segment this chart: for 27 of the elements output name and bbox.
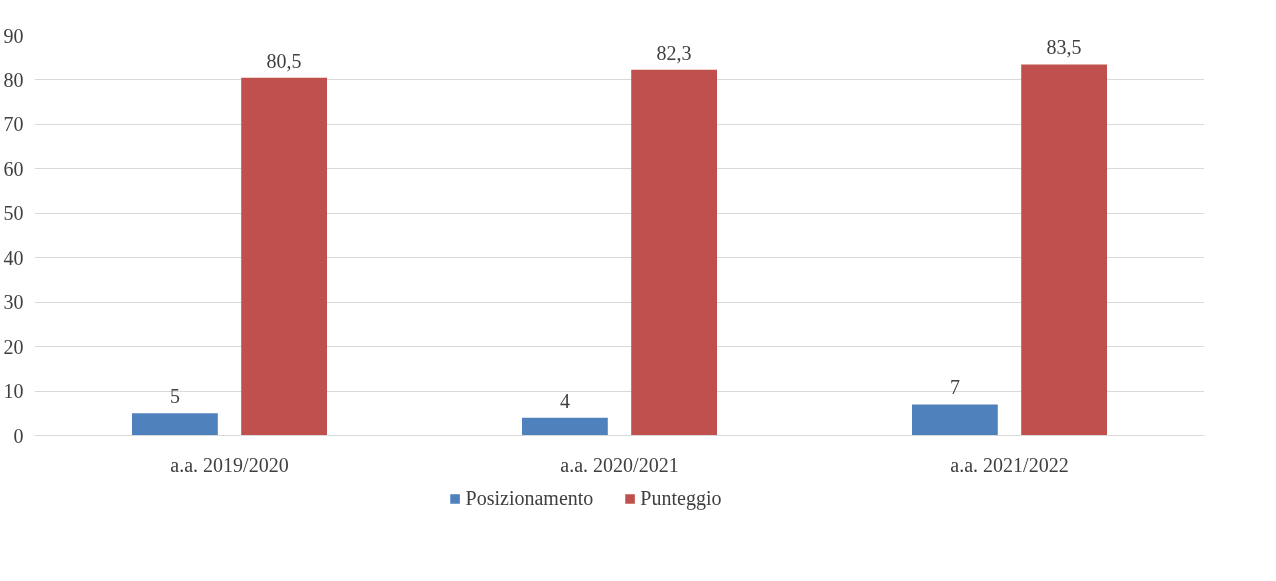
- x-tick-label: a.a. 2019/2020: [170, 453, 289, 476]
- y-tick-label: 60: [3, 157, 24, 180]
- x-tick-label: a.a. 2020/2021: [560, 453, 679, 476]
- data-label: 7: [949, 376, 960, 399]
- y-tick-label: 0: [13, 424, 24, 447]
- data-label: 83,5: [1046, 36, 1082, 59]
- bar: [631, 69, 717, 436]
- y-tick-label: 30: [3, 291, 24, 314]
- data-label: 5: [169, 385, 180, 408]
- data-label: 80,5: [266, 49, 302, 72]
- bar: [522, 417, 608, 436]
- legend-label: Punteggio: [640, 486, 722, 510]
- bar: [132, 413, 218, 436]
- x-tick-label: a.a. 2021/2022: [950, 453, 1069, 476]
- bar: [241, 77, 327, 436]
- y-tick-label: 70: [3, 113, 24, 136]
- y-tick-label: 80: [3, 68, 24, 91]
- legend-label: Posizionamento: [465, 486, 594, 510]
- bar: [912, 404, 998, 436]
- y-tick-label: 90: [3, 24, 24, 47]
- y-tick-label: 40: [3, 246, 24, 269]
- data-label: 4: [559, 389, 570, 412]
- y-tick-label: 10: [3, 380, 24, 403]
- data-label: 82,3: [656, 41, 692, 64]
- y-tick-label: 20: [3, 335, 24, 358]
- y-tick-label: 50: [3, 202, 24, 225]
- bar: [1021, 64, 1107, 436]
